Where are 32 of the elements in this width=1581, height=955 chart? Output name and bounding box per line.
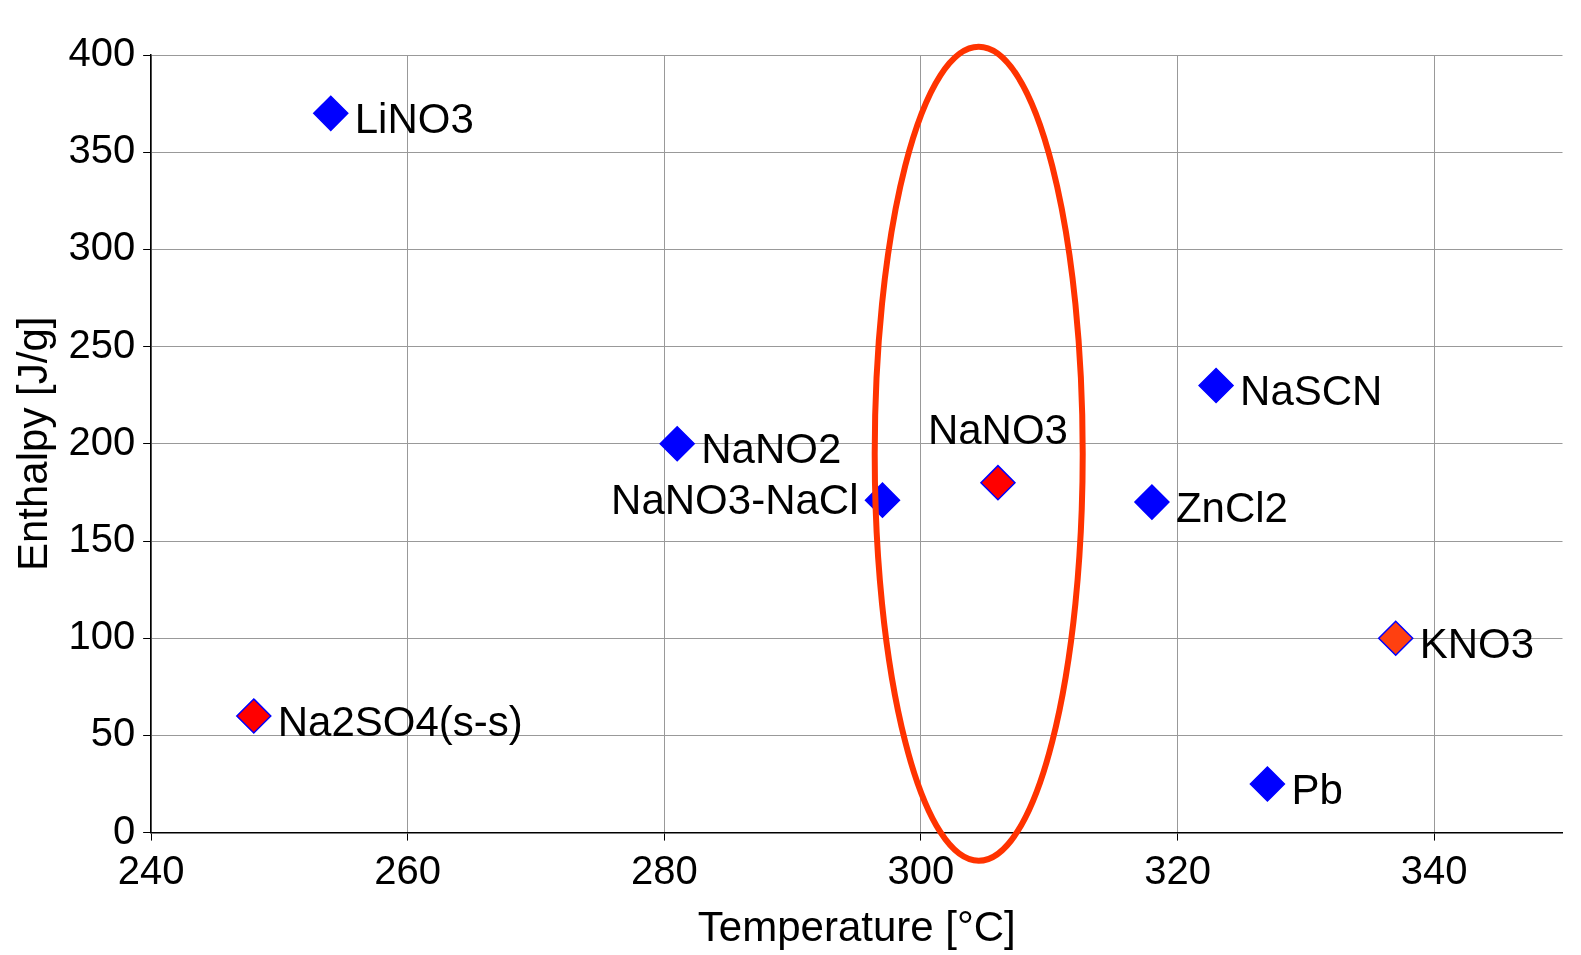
y-tick-label: 250 [68, 321, 136, 366]
annotation: ZnCl2 [1175, 483, 1288, 531]
annotation: KNO3 [1419, 619, 1535, 667]
annotation: NaSCN [1240, 367, 1383, 415]
point [1249, 766, 1286, 802]
point [1134, 484, 1170, 520]
annotation: NaNO3-NaCl [611, 475, 859, 523]
x-tick-label: 260 [374, 847, 442, 892]
point [659, 426, 695, 462]
annotation: LiNO3 [354, 94, 474, 142]
point [236, 698, 272, 734]
y-axis-title: Enthalpy [J/g] [8, 316, 56, 572]
y-tick-label: 350 [68, 127, 136, 172]
x-tick-label: 340 [1400, 847, 1468, 892]
annotation: Pb [1291, 765, 1343, 813]
x-tick-label: 300 [887, 847, 955, 892]
point [1198, 367, 1234, 404]
x-axis-title: Temperature [°C] [697, 903, 1016, 951]
annotation: NaNO2 [701, 425, 842, 473]
y-tick-label: 100 [68, 613, 136, 658]
annotation: Na2SO4(s-s) [277, 697, 523, 745]
point [1377, 620, 1414, 656]
point [980, 464, 1016, 501]
x-tick-label: 280 [630, 847, 698, 892]
y-tick-label: 400 [68, 30, 136, 75]
annotation: NaNO3 [927, 406, 1068, 454]
y-tick-label: 200 [68, 418, 136, 463]
x-tick-label: 320 [1144, 847, 1211, 892]
y-tick-label: 300 [68, 224, 136, 269]
point [313, 95, 349, 132]
y-tick-label: 150 [68, 516, 136, 561]
y-tick-label: 50 [90, 710, 136, 755]
